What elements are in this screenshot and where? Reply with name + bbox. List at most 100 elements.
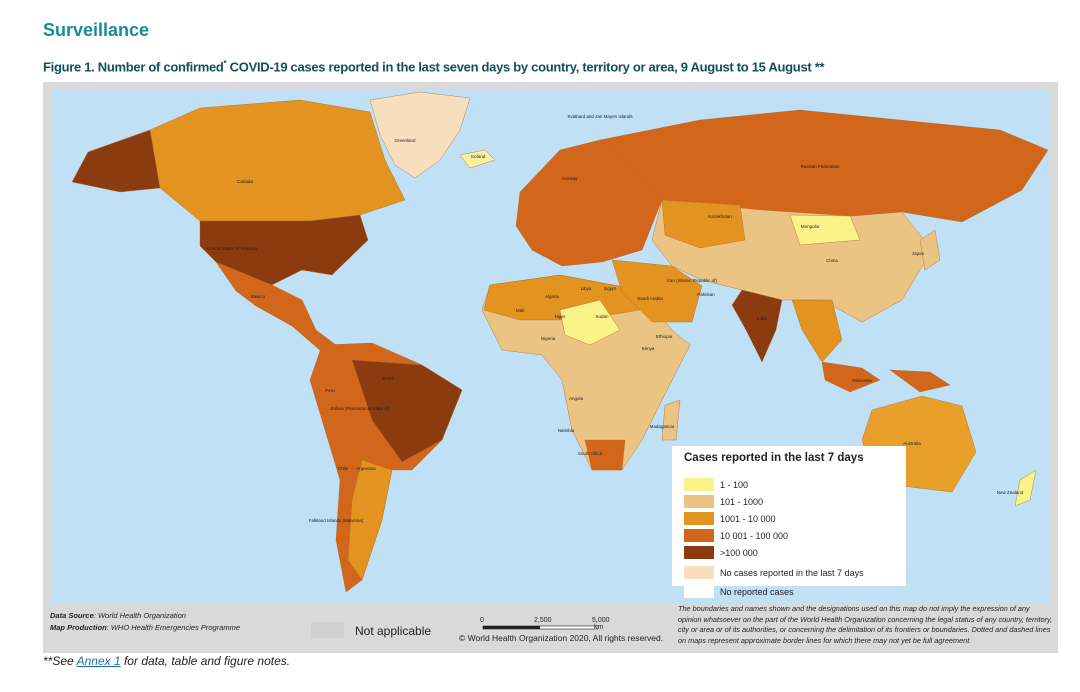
country-label: Kazakhstan [708, 214, 732, 219]
landmasses [71, 91, 1049, 593]
note: **See Annex 1 for data, table and figure… [43, 654, 290, 668]
country-label: Libya [581, 286, 592, 291]
country-labels: Greenland Canada United States of America B… [207, 114, 1024, 523]
country-label: Mongolia [801, 224, 820, 229]
legend-item: No cases reported in the last 7 days [684, 566, 864, 579]
data-source-value: World Health Organization [97, 611, 186, 620]
country-label: Namibia [558, 428, 575, 433]
country-label: Bolivia (Plurinational State of) [330, 406, 390, 411]
country-label: Mexico [251, 294, 266, 299]
legend-item: >100 000 [684, 546, 758, 559]
country-label: Australia [903, 441, 921, 446]
caption-mark: * [223, 59, 227, 68]
legend-label: 10 001 - 100 000 [720, 530, 789, 541]
country-label: Madagascar [650, 424, 675, 429]
country-label: Pakistan [697, 292, 715, 297]
legend-label: >100 000 [720, 547, 758, 558]
country-label: Norway [562, 176, 578, 181]
legend-swatch [684, 546, 714, 559]
map-production-label: Map Production [50, 623, 107, 632]
caption-text: Figure 1. Number of confirmed [43, 59, 224, 75]
country-label: Russian Federation [800, 164, 840, 169]
country-label: Niger [555, 314, 566, 319]
legend-swatch [684, 495, 714, 508]
land [889, 369, 951, 393]
country-label: Argentina [356, 466, 376, 471]
map-production-value: WHO Health Emergencies Programme [110, 623, 241, 632]
figure-caption: Figure 1. Number of confirmed* COVID-19 … [43, 59, 825, 75]
land [369, 91, 471, 179]
land [515, 139, 663, 267]
scale-bar-segment [483, 626, 540, 629]
data-source: Data Source: World Health Organization [50, 611, 186, 620]
scale-bar [482, 625, 599, 630]
copyright: © World Health Organization 2020, All ri… [459, 633, 664, 643]
country-label: Brazil [382, 376, 393, 381]
land [1014, 469, 1037, 507]
land [661, 199, 746, 249]
country-label: India [757, 316, 767, 321]
legend-swatch [684, 529, 714, 542]
land [791, 299, 843, 363]
legend-label: 101 - 1000 [720, 496, 764, 507]
not-applicable-label: Not applicable [355, 624, 432, 638]
country-label: Japan [912, 251, 925, 256]
country-label: Chile [338, 466, 349, 471]
country-label: Peru [325, 388, 335, 393]
scale-label: 2,500 [534, 617, 552, 624]
legend-swatch [684, 585, 714, 598]
scale-label: 0 [480, 617, 484, 624]
land [661, 399, 681, 441]
land [347, 459, 393, 581]
data-source-label: Data Source [50, 611, 94, 620]
land [919, 229, 941, 271]
legend-label: 1001 - 10 000 [720, 513, 776, 524]
legend-swatch [684, 566, 714, 579]
country-label: Saudi Arabia [637, 296, 663, 301]
country-label: Iceland [471, 154, 486, 159]
country-label: Greenland [394, 138, 416, 143]
land [584, 439, 626, 471]
country-label: Svalbard and Jan Mayen Islands [567, 114, 633, 119]
country-label: Nigeria [541, 336, 556, 341]
land [731, 289, 783, 363]
legend-swatch [684, 478, 714, 491]
land [611, 259, 703, 323]
legend-item: No reported cases [684, 585, 794, 598]
scale-label: km [594, 624, 604, 631]
country-label: China [826, 258, 838, 263]
land [821, 361, 881, 393]
not-applicable-swatch [311, 622, 344, 638]
country-label: Falkland Islands (Malvinas) [309, 518, 364, 523]
country-label: United States of America [207, 246, 257, 251]
country-label: Sudan [595, 314, 609, 319]
country-label: Mali [516, 308, 524, 313]
scale-label: 5,000 [592, 617, 610, 624]
country-label: South Africa [578, 451, 603, 456]
legend: Cases reported in the last 7 days 1 - 10… [672, 446, 906, 598]
caption-text: COVID-19 cases reported in the last seve… [226, 59, 825, 75]
map-production: Map Production: WHO Health Emergencies P… [50, 623, 241, 632]
country-label: Iran (Islamic Republic of) [667, 278, 717, 283]
legend-item: 101 - 1000 [684, 495, 763, 508]
country-label: Canada [237, 179, 253, 184]
country-label: Algeria [545, 294, 560, 299]
land [71, 129, 161, 193]
country-label: New Zealand [997, 490, 1024, 495]
annex-link[interactable]: Annex 1 [76, 654, 121, 668]
country-label: Kenya [642, 346, 655, 351]
legend-label: No cases reported in the last 7 days [720, 567, 864, 578]
land [199, 214, 369, 286]
legend-swatch [684, 512, 714, 525]
note-text: for data, table and figure notes. [120, 654, 291, 668]
land [789, 214, 861, 246]
country-label: Egypt [604, 286, 616, 291]
country-label: Angola [569, 396, 584, 401]
land [459, 149, 496, 169]
legend-item: 10 001 - 100 000 [684, 529, 788, 542]
land [351, 359, 463, 463]
legend-title: Cases reported in the last 7 days [684, 452, 864, 464]
legend-item: 1001 - 10 000 [684, 512, 776, 525]
